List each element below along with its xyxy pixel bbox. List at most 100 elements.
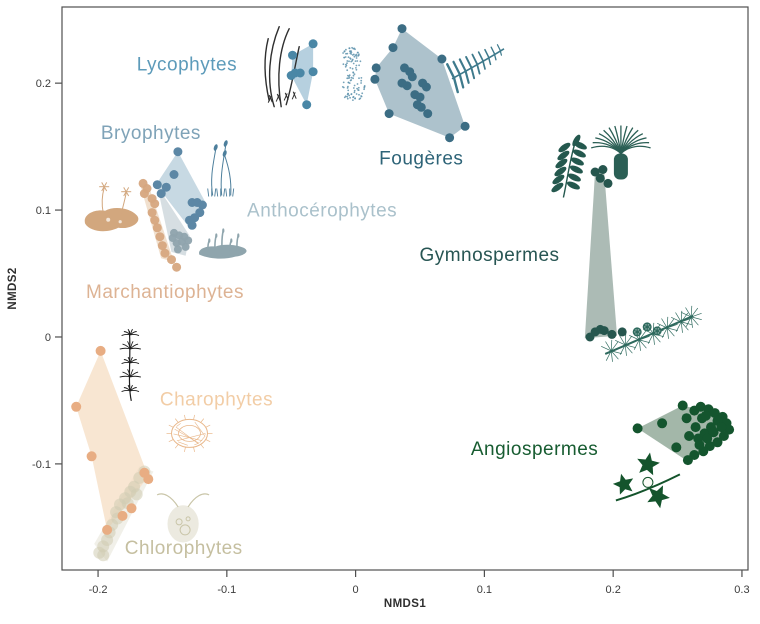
gymnospermes-label: Gymnospermes: [419, 245, 559, 266]
data-point: [157, 241, 167, 251]
data-point: [86, 451, 97, 462]
moss-speckle-illustration: [341, 46, 366, 101]
data-point: [416, 102, 426, 112]
data-point: [187, 220, 197, 230]
data-point: [95, 345, 106, 356]
gymnospermes-points: [585, 165, 627, 342]
data-point: [598, 165, 608, 174]
data-point: [130, 488, 143, 501]
data-point: [308, 39, 318, 49]
data-point: [397, 78, 407, 88]
data-point: [682, 455, 693, 466]
data-point: [102, 524, 113, 535]
data-point: [423, 109, 433, 119]
data-point: [156, 189, 166, 199]
data-point: [709, 408, 720, 419]
data-point: [415, 92, 425, 102]
charophytes-label: Charophytes: [160, 390, 273, 411]
data-point: [460, 121, 470, 131]
data-point: [97, 549, 110, 562]
x-tick-label: 0.1: [477, 584, 492, 596]
data-point: [445, 133, 455, 143]
x-tick-label: -0.1: [217, 584, 236, 596]
data-point: [302, 100, 312, 110]
data-point: [160, 248, 170, 258]
x-tick-label: -0.2: [89, 584, 108, 596]
data-point: [694, 439, 705, 450]
data-point: [681, 413, 692, 424]
data-point: [126, 503, 137, 514]
data-point: [590, 167, 600, 177]
data-point: [167, 255, 176, 265]
data-point: [147, 208, 157, 218]
y-tick-label: 0.2: [36, 78, 51, 90]
anthocerophytes-points: [168, 228, 193, 254]
data-point: [143, 474, 154, 485]
gymnospermes-hull: [584, 170, 618, 339]
liverwort-illustration: [84, 182, 139, 232]
data-point: [617, 327, 627, 337]
data-point: [288, 50, 297, 60]
y-tick-label: -0.1: [32, 459, 51, 471]
data-point: [599, 326, 609, 336]
data-point: [677, 400, 688, 411]
data-point: [421, 82, 431, 92]
data-point: [142, 184, 152, 193]
data-point: [437, 54, 447, 64]
fern-illustration: [446, 44, 505, 94]
y-tick-label: 0.1: [36, 205, 51, 217]
marchantiophytes-points: [138, 178, 182, 272]
data-point: [152, 180, 162, 190]
data-point: [603, 178, 613, 188]
anthocerophytes-label: Anthocérophytes: [247, 201, 397, 222]
data-point: [371, 63, 381, 73]
fougeres-points: [370, 24, 470, 143]
data-point: [172, 262, 182, 272]
data-point: [161, 182, 171, 192]
angiospermes-points: [632, 400, 735, 466]
y-tick-label: 0: [45, 332, 51, 344]
green-alga-cell-illustration: [156, 493, 210, 543]
data-point: [405, 67, 415, 77]
x-tick-label: 0.2: [606, 584, 621, 596]
data-point: [684, 431, 695, 441]
bryophytes-label: Bryophytes: [101, 123, 201, 144]
data-point: [671, 442, 682, 453]
maple-branch-illustration: [612, 452, 681, 509]
data-point: [181, 242, 190, 251]
lycophytes-label: Lycophytes: [137, 55, 237, 76]
bryophytes-points: [152, 147, 207, 230]
data-point: [152, 223, 162, 233]
data-point: [595, 173, 605, 183]
x-tick-label: 0.3: [734, 584, 749, 596]
pinnate-leaf-illustration: [551, 134, 587, 198]
hornwort-illustration: [199, 228, 247, 259]
fougeres-label: Fougères: [379, 149, 463, 170]
data-point: [716, 422, 727, 433]
data-point: [384, 109, 394, 119]
data-point: [397, 24, 407, 34]
chara-sketch-illustration: [119, 328, 142, 402]
data-point: [168, 234, 177, 242]
data-point: [690, 422, 701, 433]
data-point: [173, 147, 183, 157]
cell-net-illustration: [166, 414, 213, 452]
data-point: [657, 418, 668, 429]
data-point: [712, 437, 723, 448]
charophytes-points: [71, 345, 154, 535]
data-point: [117, 510, 128, 521]
marchantiophytes-label: Marchantiophytes: [86, 282, 244, 303]
data-point: [632, 423, 643, 434]
data-point: [695, 401, 706, 412]
data-point: [155, 232, 165, 242]
pine-branch-illustration: [601, 305, 702, 362]
data-point: [150, 199, 160, 209]
data-point: [295, 68, 305, 78]
data-point: [702, 433, 713, 444]
cycad-illustration: [591, 125, 651, 180]
data-point: [718, 431, 729, 441]
data-point: [708, 427, 719, 438]
data-point: [308, 67, 318, 77]
